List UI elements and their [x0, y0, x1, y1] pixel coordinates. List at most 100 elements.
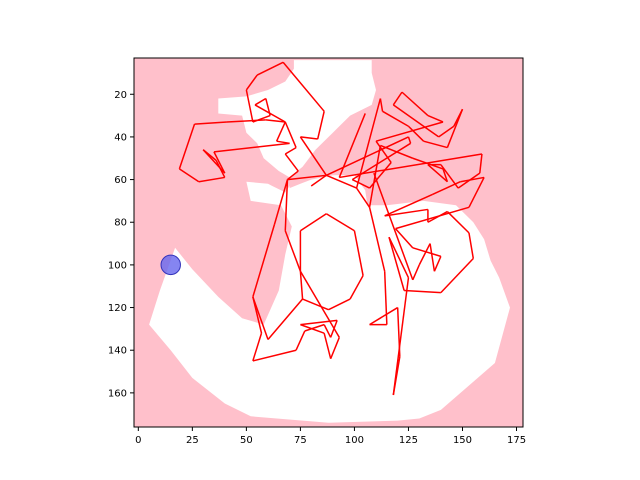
tree-edge	[442, 168, 449, 182]
tree-edge	[394, 228, 414, 249]
tree-edge	[384, 193, 433, 217]
tree-edge	[438, 125, 455, 138]
tree-edge	[401, 91, 429, 117]
tree-edge	[349, 275, 364, 300]
tree-edge	[254, 104, 286, 123]
tree-edge	[392, 104, 440, 138]
y-tick-label: 160	[108, 388, 127, 399]
x-tick-label: 125	[399, 435, 418, 446]
tree-edge	[329, 337, 341, 360]
tree-edge	[284, 230, 302, 272]
tree-edge	[384, 208, 429, 217]
tree-edge	[440, 257, 474, 294]
tree-edge	[299, 136, 327, 176]
tree-edge	[273, 179, 289, 225]
tree-edge	[388, 236, 405, 291]
x-tick-label: 75	[294, 435, 307, 446]
tree-edge	[412, 247, 442, 258]
tree-edge	[423, 140, 448, 149]
tree-edge	[178, 123, 196, 170]
tree-edge	[392, 91, 403, 106]
y-tick-label: 40	[114, 132, 127, 143]
tree-edge	[252, 332, 263, 362]
tree-edge	[427, 164, 448, 183]
tree-edge	[446, 211, 470, 234]
tree-edge	[353, 230, 364, 276]
y-axis: 20 40 60 80 100 120 140 160	[108, 90, 134, 399]
y-tick-label: 140	[108, 346, 127, 357]
tree-edge	[407, 125, 425, 142]
tree-edge	[355, 98, 382, 189]
tree-edge	[300, 319, 338, 326]
tree-edge	[440, 164, 459, 189]
tree-edge	[375, 140, 392, 163]
tree-edge	[202, 149, 226, 174]
tree-edge	[395, 206, 470, 230]
tree-edge	[368, 145, 382, 208]
tree-edge	[355, 187, 371, 208]
y-tick-label: 20	[114, 90, 127, 101]
tree-edge	[373, 172, 414, 281]
tree-edge	[326, 136, 409, 176]
y-tick-label: 120	[108, 303, 127, 314]
tree-edge	[226, 119, 266, 123]
tree-edge	[299, 270, 340, 338]
tree-edge	[479, 153, 483, 174]
x-tick-label: 50	[240, 435, 253, 446]
tree-edge	[252, 349, 297, 362]
tree-edge	[316, 111, 325, 140]
x-tick-label: 25	[186, 435, 199, 446]
x-tick-label: 150	[453, 435, 472, 446]
plot-frame	[133, 57, 524, 428]
tree-edge	[383, 271, 388, 325]
tree-edge	[468, 177, 485, 208]
tree-edge	[267, 298, 304, 341]
tree-edge	[328, 298, 351, 311]
tree-edge	[304, 323, 325, 332]
x-tick-label: 175	[507, 435, 526, 446]
tree-edge	[286, 170, 299, 181]
tree-edge	[284, 121, 297, 148]
tree-edge	[254, 97, 267, 106]
tree-edge	[295, 330, 306, 351]
tree-edge	[287, 174, 327, 181]
tree-edge	[368, 162, 392, 189]
tree-edge	[388, 236, 410, 279]
tree-edge	[275, 121, 286, 142]
tree-edge	[284, 153, 299, 172]
tree-edge	[213, 151, 226, 174]
tree-edge	[412, 264, 420, 281]
free-space-top-gap	[218, 60, 376, 178]
y-tick-label: 60	[114, 175, 127, 186]
tree-edge	[457, 172, 481, 189]
tree-edge	[299, 213, 327, 232]
tree-edge	[282, 61, 325, 112]
tree-edge	[418, 243, 431, 266]
tree-edge	[325, 213, 355, 232]
tree-edge	[245, 74, 258, 91]
free-space-region	[149, 175, 510, 423]
tree-edge	[375, 121, 444, 142]
tree-edge	[284, 179, 289, 231]
tree-edge	[382, 110, 409, 127]
roadmap-tree	[178, 61, 485, 396]
tree-edge	[265, 119, 286, 123]
tree-edge	[178, 168, 200, 183]
tree-edge	[404, 289, 441, 294]
tree-edge	[351, 178, 370, 189]
x-tick-label: 0	[135, 435, 141, 446]
tree-edge	[379, 98, 384, 112]
tree-edge	[299, 271, 304, 300]
tree-edge	[252, 296, 269, 340]
tree-edge	[433, 256, 442, 272]
y-tick-label: 100	[108, 260, 127, 271]
tree-edge	[276, 140, 290, 145]
x-axis: 0 25 50 75 100 125 150 175	[135, 427, 526, 446]
tree-edge	[351, 142, 412, 181]
tree-edge	[369, 306, 399, 326]
tree-edge	[323, 324, 332, 338]
tree-edge	[453, 108, 464, 127]
x-tick-label: 100	[345, 435, 364, 446]
tree-edge	[368, 207, 386, 272]
